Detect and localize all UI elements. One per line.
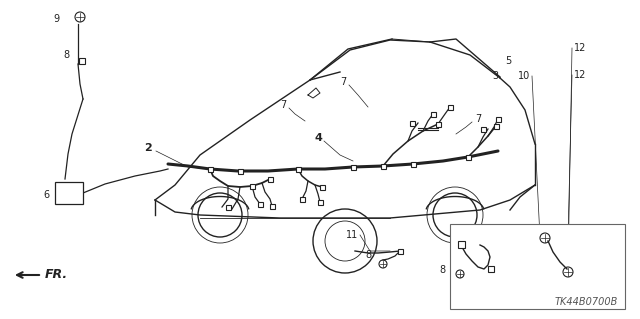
Text: 8: 8: [64, 50, 70, 60]
Bar: [79, 58, 85, 64]
Bar: [351, 165, 355, 169]
Text: 9: 9: [54, 14, 60, 24]
Bar: [300, 197, 305, 202]
Bar: [450, 224, 625, 309]
Text: 8: 8: [365, 250, 371, 260]
Bar: [207, 167, 212, 172]
Bar: [481, 127, 486, 131]
Bar: [317, 199, 323, 204]
Bar: [465, 154, 470, 160]
Bar: [269, 204, 275, 209]
Text: 10: 10: [518, 71, 530, 81]
Bar: [237, 168, 243, 174]
Text: 11: 11: [346, 230, 358, 240]
Bar: [431, 112, 435, 116]
Bar: [410, 121, 415, 125]
Bar: [225, 204, 230, 210]
Bar: [296, 167, 301, 172]
Text: 6: 6: [44, 190, 50, 200]
Bar: [447, 105, 452, 109]
Bar: [493, 123, 499, 129]
Bar: [397, 249, 403, 254]
Bar: [435, 122, 440, 127]
Bar: [257, 202, 262, 206]
Bar: [410, 161, 415, 167]
Text: 7: 7: [340, 77, 346, 87]
Text: 12: 12: [574, 70, 586, 80]
Text: TK44B0700B: TK44B0700B: [555, 297, 618, 307]
Bar: [458, 241, 465, 248]
Text: 7: 7: [280, 100, 286, 110]
Text: 4: 4: [314, 133, 322, 143]
Text: 7: 7: [475, 114, 481, 124]
Bar: [319, 184, 324, 189]
Text: 8: 8: [440, 265, 446, 275]
Text: FR.: FR.: [45, 269, 68, 281]
Text: 12: 12: [574, 43, 586, 53]
Bar: [495, 116, 500, 122]
Bar: [488, 266, 494, 272]
Text: 2: 2: [144, 143, 152, 153]
Text: 5: 5: [505, 56, 511, 66]
Bar: [268, 176, 273, 182]
Bar: [381, 164, 385, 168]
Text: 3: 3: [492, 71, 498, 81]
Bar: [55, 182, 83, 204]
Bar: [250, 183, 255, 189]
